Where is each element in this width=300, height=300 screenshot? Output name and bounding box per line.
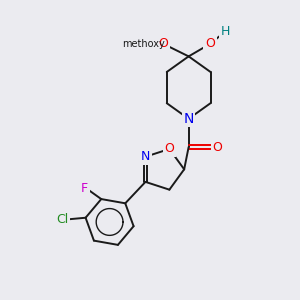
Text: N: N <box>141 150 150 163</box>
Text: O: O <box>212 140 222 154</box>
Text: N: N <box>184 112 194 126</box>
Text: O: O <box>205 38 215 50</box>
Text: Cl: Cl <box>57 213 69 226</box>
Text: H: H <box>221 25 230 38</box>
Text: O: O <box>158 38 168 50</box>
Text: methoxy: methoxy <box>122 39 164 49</box>
Text: O: O <box>164 142 174 155</box>
Text: F: F <box>81 182 88 196</box>
